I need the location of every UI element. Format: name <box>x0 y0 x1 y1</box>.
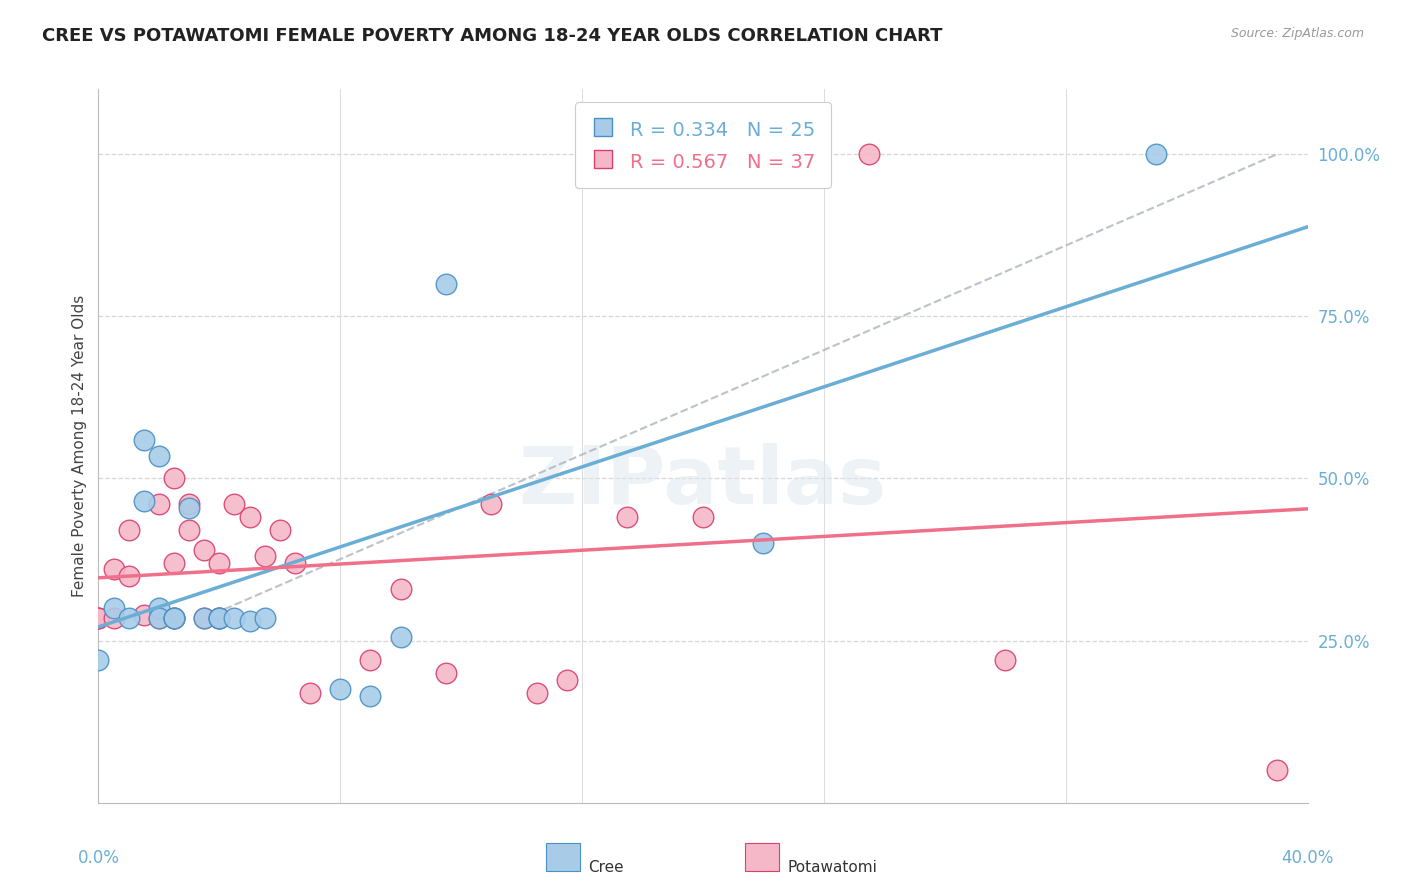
Point <box>193 611 215 625</box>
Point <box>148 611 170 625</box>
Point <box>148 611 170 625</box>
Y-axis label: Female Poverty Among 18-24 Year Olds: Female Poverty Among 18-24 Year Olds <box>72 295 87 597</box>
Text: 0.0%: 0.0% <box>77 849 120 867</box>
Point <box>752 536 775 550</box>
Point <box>87 611 110 625</box>
Text: ZIPatlas: ZIPatlas <box>519 442 887 521</box>
Point <box>526 685 548 699</box>
Point <box>1144 147 1167 161</box>
Point <box>193 542 215 557</box>
Point <box>163 611 186 625</box>
Text: Cree: Cree <box>588 860 624 874</box>
Point <box>87 653 110 667</box>
Point <box>797 147 820 161</box>
Point <box>118 524 141 538</box>
Point <box>224 497 246 511</box>
Point <box>208 611 231 625</box>
Point <box>118 568 141 582</box>
FancyBboxPatch shape <box>745 844 779 871</box>
Point <box>148 601 170 615</box>
Point <box>253 611 276 625</box>
Point <box>87 611 110 625</box>
Point <box>253 549 276 564</box>
Text: CREE VS POTAWATOMI FEMALE POVERTY AMONG 18-24 YEAR OLDS CORRELATION CHART: CREE VS POTAWATOMI FEMALE POVERTY AMONG … <box>42 27 942 45</box>
Point <box>389 631 412 645</box>
Point <box>481 497 503 511</box>
Point <box>148 449 170 463</box>
Point <box>163 556 186 570</box>
Point <box>148 497 170 511</box>
Point <box>132 607 155 622</box>
Point <box>208 556 231 570</box>
Point <box>103 562 125 576</box>
Point <box>239 510 262 524</box>
Point <box>329 682 352 697</box>
Point <box>360 653 382 667</box>
Text: Source: ZipAtlas.com: Source: ZipAtlas.com <box>1230 27 1364 40</box>
Point <box>179 497 201 511</box>
Point <box>434 277 457 291</box>
Point <box>118 611 141 625</box>
Point <box>163 611 186 625</box>
Point <box>132 494 155 508</box>
Point <box>616 510 638 524</box>
Point <box>858 147 880 161</box>
Point <box>163 611 186 625</box>
Point <box>994 653 1017 667</box>
Point <box>389 582 412 596</box>
Point <box>103 611 125 625</box>
Point <box>103 601 125 615</box>
Text: Potawatomi: Potawatomi <box>787 860 877 874</box>
Point <box>224 611 246 625</box>
FancyBboxPatch shape <box>546 844 579 871</box>
Point <box>208 611 231 625</box>
Point <box>163 611 186 625</box>
Point <box>132 433 155 447</box>
Point <box>179 524 201 538</box>
Point <box>360 689 382 703</box>
Text: 40.0%: 40.0% <box>1281 849 1334 867</box>
Point <box>555 673 578 687</box>
Point <box>179 500 201 515</box>
Point <box>163 471 186 485</box>
Point <box>692 510 714 524</box>
Legend: R = 0.334   N = 25, R = 0.567   N = 37: R = 0.334 N = 25, R = 0.567 N = 37 <box>575 103 831 188</box>
Point <box>299 685 322 699</box>
Point <box>239 614 262 628</box>
Point <box>1267 764 1289 778</box>
Point <box>284 556 307 570</box>
Point <box>193 611 215 625</box>
Point <box>208 611 231 625</box>
Point <box>87 611 110 625</box>
Point <box>434 666 457 681</box>
Point <box>208 611 231 625</box>
Point <box>269 524 291 538</box>
